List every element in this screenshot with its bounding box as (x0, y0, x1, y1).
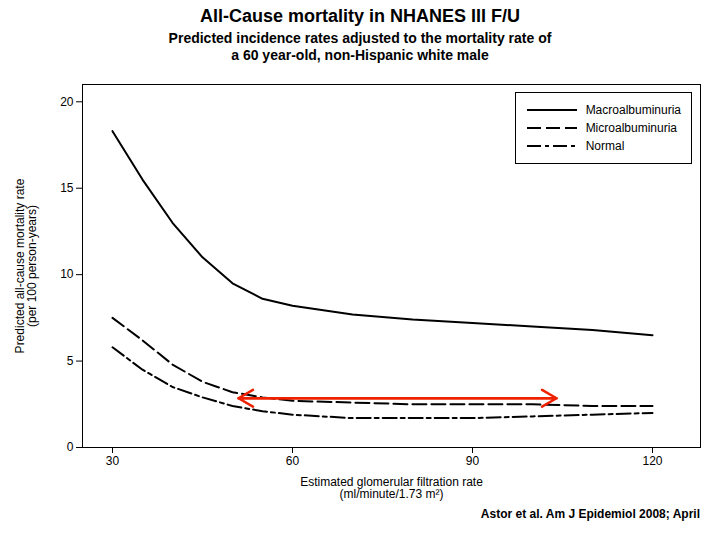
html-text:Predicted incidence rates adju: Predicted incidence rates adjusted to th… (168, 29, 552, 64)
html-text:Macroalbuminuria: Macroalbuminuria (585, 102, 681, 117)
svg-text:Estimated glomerular filtratio: Estimated glomerular filtration rate(ml/… (300, 475, 483, 501)
svg-text:5: 5 (67, 354, 74, 368)
svg-text:20: 20 (60, 94, 74, 108)
html-text:Microalbuminuria: Microalbuminuria (585, 120, 677, 135)
svg-text:90: 90 (466, 454, 480, 468)
svg-text:10: 10 (60, 267, 74, 281)
html-text:Astor et al. Am J Epidemiol 20: Astor et al. Am J Epidemiol 2008; April (480, 506, 700, 521)
svg-text:120: 120 (642, 454, 662, 468)
svg-text:0: 0 (67, 440, 74, 454)
html-text:Normal: Normal (585, 138, 625, 153)
svg-text:15: 15 (60, 181, 74, 195)
svg-text:30: 30 (106, 454, 120, 468)
html-text:All-Cause mortality in NHANES: All-Cause mortality in NHANES III F/U (200, 6, 520, 26)
svg-text:60: 60 (286, 454, 300, 468)
svg-text:Predicted all-cause mortality: Predicted all-cause mortality rate(per 1… (13, 178, 39, 353)
